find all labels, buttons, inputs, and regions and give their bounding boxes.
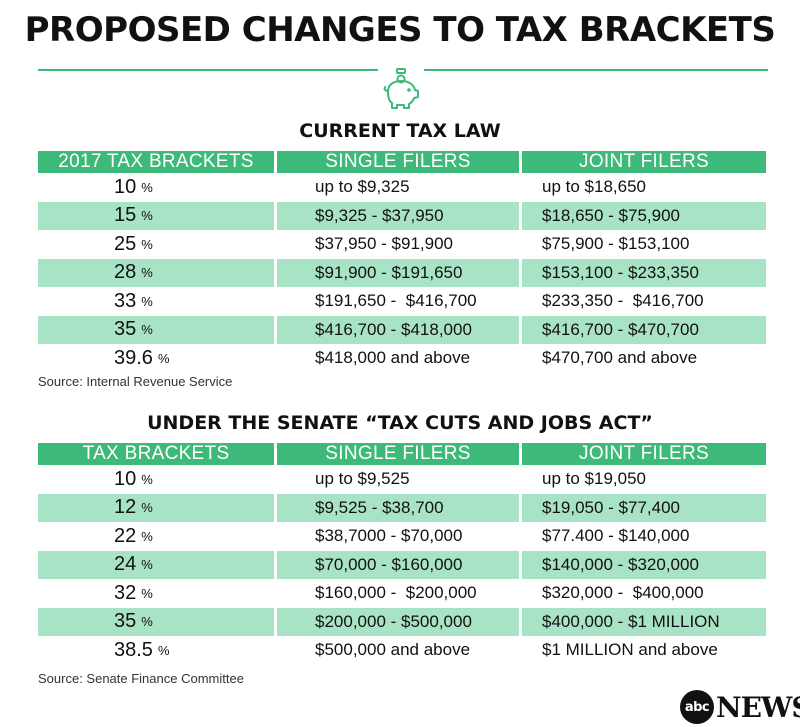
table-header: 2017 TAX BRACKETS SINGLE FILERS JOINT FI… xyxy=(38,151,766,173)
percent-sign: % xyxy=(157,642,170,658)
percent-sign: % xyxy=(141,293,153,309)
table-row: 39.6% $418,000 and above $470,700 and ab… xyxy=(38,344,766,373)
senate-act-table: TAX BRACKETS SINGLE FILERS JOINT FILERS … xyxy=(38,443,766,665)
table-row: 24% $70,000 - $160,000 $140,000 - $320,0… xyxy=(38,550,766,579)
percent-sign: % xyxy=(141,265,153,281)
percent-sign: % xyxy=(141,179,153,195)
percent-sign: % xyxy=(141,585,153,601)
table-row: 12% $9,525 - $38,700 $19,050 - $77,400 xyxy=(38,493,766,522)
rate-value: 25 xyxy=(114,232,137,255)
joint-range: $19,050 - $77,400 xyxy=(542,497,681,517)
col-header-brackets: 2017 TAX BRACKETS xyxy=(38,151,277,173)
percent-sign: % xyxy=(141,528,153,544)
percent-sign: % xyxy=(141,322,153,338)
rate-value: 35 xyxy=(114,610,137,633)
page-title: PROPOSED CHANGES TO TAX BRACKETS xyxy=(24,10,776,50)
joint-range: $320,000 - $400,000 xyxy=(542,583,704,603)
rate-value: 12 xyxy=(114,496,137,519)
single-range: $91,900 - $191,650 xyxy=(277,258,522,287)
col-header-single: SINGLE FILERS xyxy=(277,443,522,465)
single-range: $9,325 - $37,950 xyxy=(277,201,522,230)
single-range: $70,000 - $160,000 xyxy=(277,550,522,579)
percent-sign: % xyxy=(141,500,153,516)
single-range: $37,950 - $91,900 xyxy=(315,234,454,254)
single-range: $38,7000 - $70,000 xyxy=(315,526,463,546)
table-row: 10% up to $9,325 up to $18,650 xyxy=(38,173,766,202)
joint-range: $77.400 - $140,000 xyxy=(542,526,690,546)
rate-value: 28 xyxy=(114,261,137,284)
abc-news-logo: abc NEWS xyxy=(680,690,800,724)
joint-range: $75,900 - $153,100 xyxy=(542,234,690,254)
table-row: 33% $191,650 - $416,700 $233,350 - $416,… xyxy=(38,287,766,316)
joint-range: up to $19,050 xyxy=(542,469,646,489)
joint-range: $400,000 - $1 MILLION xyxy=(542,611,720,631)
table-row: 35% $416,700 - $418,000 $416,700 - $470,… xyxy=(38,315,766,344)
table-row: 35% $200,000 - $500,000 $400,000 - $1 MI… xyxy=(38,607,766,636)
single-range: $200,000 - $500,000 xyxy=(277,607,522,636)
table-row: 32% $160,000 - $200,000 $320,000 - $400,… xyxy=(38,579,766,608)
table-row: 15% $9,325 - $37,950 $18,650 - $75,900 xyxy=(38,201,766,230)
current-law-table: 2017 TAX BRACKETS SINGLE FILERS JOINT FI… xyxy=(38,151,766,373)
single-range: up to $9,525 xyxy=(315,469,410,489)
rate-value: 33 xyxy=(114,289,137,312)
rate-value: 10 xyxy=(114,175,137,198)
rate-value: 22 xyxy=(114,524,137,547)
joint-range: $140,000 - $320,000 xyxy=(542,554,699,574)
joint-range: $153,100 - $233,350 xyxy=(542,262,699,282)
table-row: 28% $91,900 - $191,650 $153,100 - $233,3… xyxy=(38,258,766,287)
rate-value: 10 xyxy=(114,467,137,490)
single-range: $160,000 - $200,000 xyxy=(315,583,477,603)
col-header-joint: JOINT FILERS xyxy=(579,443,709,464)
single-range: $500,000 and above xyxy=(315,640,471,660)
news-wordmark: NEWS xyxy=(716,690,800,724)
table-row: 22% $38,7000 - $70,000 $77.400 - $140,00… xyxy=(38,522,766,551)
rate-value: 15 xyxy=(114,204,137,227)
table-row: 25% $37,950 - $91,900 $75,900 - $153,100 xyxy=(38,230,766,259)
current-law-heading: CURRENT TAX LAW xyxy=(299,120,501,142)
col-header-joint: JOINT FILERS xyxy=(579,151,709,172)
table-header: TAX BRACKETS SINGLE FILERS JOINT FILERS xyxy=(38,443,766,465)
joint-range: $233,350 - $416,700 xyxy=(542,291,704,311)
percent-sign: % xyxy=(141,208,153,224)
rate-value: 24 xyxy=(114,553,137,576)
single-range: up to $9,325 xyxy=(315,177,410,197)
rate-value: 32 xyxy=(114,581,137,604)
percent-sign: % xyxy=(141,471,153,487)
joint-range: $416,700 - $470,700 xyxy=(542,319,699,339)
percent-sign: % xyxy=(157,350,170,366)
single-range: $191,650 - $416,700 xyxy=(315,291,477,311)
source-note: Source: Senate Finance Committee xyxy=(38,671,244,686)
col-header-single: SINGLE FILERS xyxy=(277,151,522,173)
table-row: 38.5% $500,000 and above $1 MILLION and … xyxy=(38,636,766,665)
rate-value: 38.5 xyxy=(114,638,153,661)
table-row: 10% up to $9,525 up to $19,050 xyxy=(38,465,766,494)
source-note: Source: Internal Revenue Service xyxy=(38,374,233,389)
rate-value: 35 xyxy=(114,318,137,341)
col-header-brackets: TAX BRACKETS xyxy=(38,443,277,465)
abc-logo-mark: abc xyxy=(680,690,714,724)
single-range: $418,000 and above xyxy=(315,348,471,368)
piggy-bank-icon xyxy=(378,66,424,112)
percent-sign: % xyxy=(141,614,153,630)
percent-sign: % xyxy=(141,557,153,573)
joint-range: $18,650 - $75,900 xyxy=(542,205,681,225)
joint-range: $1 MILLION and above xyxy=(542,640,718,660)
single-range: $416,700 - $418,000 xyxy=(277,315,522,344)
joint-range: $470,700 and above xyxy=(542,348,698,368)
senate-act-heading: UNDER THE SENATE “TAX CUTS AND JOBS ACT” xyxy=(147,412,653,434)
rate-value: 39.6 xyxy=(114,346,153,369)
percent-sign: % xyxy=(141,236,153,252)
joint-range: up to $18,650 xyxy=(542,177,646,197)
single-range: $9,525 - $38,700 xyxy=(277,493,522,522)
